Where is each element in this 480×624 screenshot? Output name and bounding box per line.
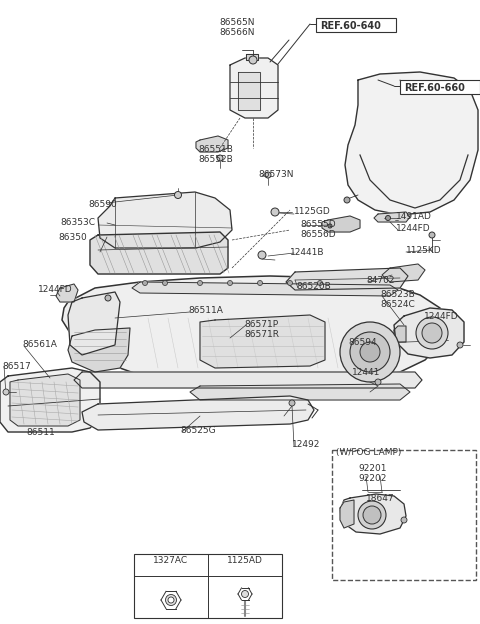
Text: 1244FD: 1244FD	[38, 285, 72, 294]
Circle shape	[363, 506, 381, 524]
Polygon shape	[230, 58, 278, 118]
Bar	[316, 18, 396, 32]
Text: 86517: 86517	[2, 362, 31, 371]
Polygon shape	[132, 282, 398, 296]
Circle shape	[265, 172, 271, 178]
Text: 12441: 12441	[352, 368, 380, 377]
Text: 1327AC: 1327AC	[154, 556, 189, 565]
Text: 84702: 84702	[366, 276, 395, 285]
Circle shape	[360, 342, 380, 362]
Text: 86353C: 86353C	[60, 218, 95, 227]
Text: 86520B: 86520B	[296, 282, 331, 291]
Circle shape	[422, 323, 442, 343]
Polygon shape	[322, 216, 360, 232]
Text: 86525G: 86525G	[180, 426, 216, 435]
Text: 1244FD: 1244FD	[424, 312, 458, 321]
Text: 1125GD: 1125GD	[294, 207, 331, 216]
Text: 92201
92202: 92201 92202	[358, 464, 386, 484]
Polygon shape	[340, 500, 354, 528]
Polygon shape	[68, 292, 120, 355]
Circle shape	[429, 232, 435, 238]
Text: REF.60-640: REF.60-640	[320, 21, 381, 31]
Circle shape	[432, 333, 438, 339]
Polygon shape	[56, 284, 78, 302]
Polygon shape	[90, 232, 228, 274]
Polygon shape	[98, 192, 232, 248]
Polygon shape	[345, 72, 478, 215]
Polygon shape	[382, 264, 425, 282]
Circle shape	[385, 215, 391, 220]
Text: 1244FD: 1244FD	[396, 224, 431, 233]
Polygon shape	[246, 54, 258, 60]
Circle shape	[257, 281, 263, 286]
Text: 86523B
86524C: 86523B 86524C	[380, 290, 415, 310]
Text: 86561A: 86561A	[22, 340, 57, 349]
Text: 1125AD: 1125AD	[227, 556, 263, 565]
Circle shape	[340, 322, 400, 382]
Circle shape	[416, 317, 448, 349]
Polygon shape	[286, 268, 408, 290]
Circle shape	[217, 155, 223, 161]
Circle shape	[328, 224, 332, 228]
Circle shape	[375, 379, 381, 385]
Circle shape	[197, 281, 203, 286]
Circle shape	[105, 295, 111, 301]
Text: 86573N: 86573N	[258, 170, 293, 179]
Polygon shape	[340, 494, 406, 534]
Circle shape	[288, 281, 292, 286]
Text: REF.60-660: REF.60-660	[404, 83, 465, 93]
Circle shape	[228, 281, 232, 286]
Circle shape	[350, 332, 390, 372]
Text: 86590: 86590	[88, 200, 117, 209]
Text: 86551B
86552B: 86551B 86552B	[198, 145, 233, 164]
Circle shape	[175, 192, 181, 198]
Polygon shape	[82, 396, 314, 430]
Polygon shape	[10, 374, 80, 426]
Polygon shape	[374, 212, 410, 222]
Text: 86555D
86556D: 86555D 86556D	[300, 220, 336, 240]
Text: 86350: 86350	[58, 233, 87, 242]
Circle shape	[344, 197, 350, 203]
Circle shape	[457, 342, 463, 348]
Polygon shape	[394, 326, 406, 342]
Polygon shape	[394, 308, 464, 358]
Text: 18647: 18647	[366, 494, 395, 503]
Polygon shape	[200, 315, 325, 368]
Polygon shape	[196, 136, 228, 152]
Text: 1491AD: 1491AD	[396, 212, 432, 221]
Text: 1125KD: 1125KD	[406, 246, 442, 255]
Polygon shape	[74, 372, 422, 388]
Circle shape	[168, 597, 174, 603]
Text: 86511A: 86511A	[188, 306, 223, 315]
Text: 86511: 86511	[26, 428, 55, 437]
Text: (W/FOG LAMP): (W/FOG LAMP)	[336, 448, 401, 457]
Text: 12441B: 12441B	[290, 248, 324, 257]
Polygon shape	[62, 276, 446, 386]
Circle shape	[429, 336, 435, 343]
Circle shape	[271, 208, 279, 216]
Circle shape	[289, 400, 295, 406]
Bar	[332, 450, 476, 580]
Polygon shape	[0, 368, 100, 432]
Circle shape	[317, 281, 323, 286]
Polygon shape	[190, 384, 410, 400]
Circle shape	[249, 56, 257, 64]
Text: 86565N
86566N: 86565N 86566N	[219, 18, 255, 37]
Text: 86571P
86571R: 86571P 86571R	[244, 320, 279, 339]
Circle shape	[166, 595, 177, 605]
Polygon shape	[68, 328, 130, 372]
Circle shape	[241, 590, 249, 598]
Circle shape	[163, 281, 168, 286]
Bar	[400, 80, 480, 94]
Circle shape	[358, 501, 386, 529]
Bar	[134, 554, 282, 618]
Circle shape	[401, 517, 407, 523]
Polygon shape	[238, 72, 260, 110]
Text: 12492: 12492	[292, 440, 320, 449]
Circle shape	[143, 281, 147, 286]
Circle shape	[3, 389, 9, 395]
Text: 86594: 86594	[348, 338, 377, 347]
Circle shape	[258, 251, 266, 259]
